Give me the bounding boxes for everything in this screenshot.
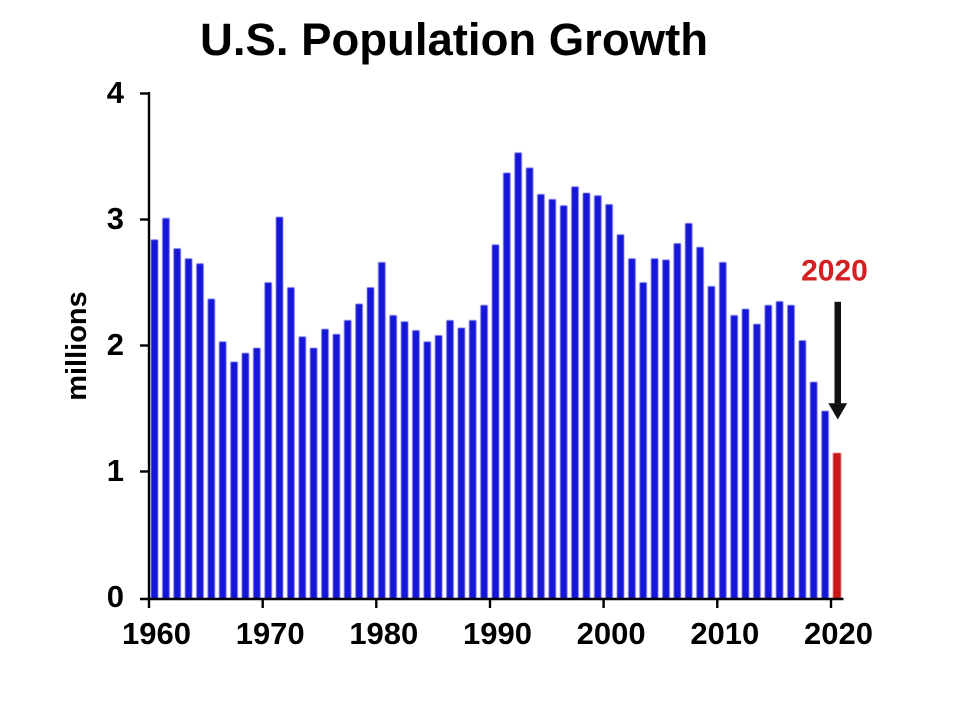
- svg-text:1960: 1960: [122, 616, 191, 651]
- svg-text:1: 1: [107, 453, 124, 488]
- svg-text:1970: 1970: [236, 616, 305, 651]
- svg-text:2010: 2010: [690, 616, 759, 651]
- svg-text:millions: millions: [61, 291, 93, 401]
- svg-text:2020: 2020: [801, 255, 868, 288]
- svg-text:2: 2: [107, 327, 124, 362]
- svg-text:1990: 1990: [463, 616, 532, 651]
- svg-text:2000: 2000: [577, 616, 646, 651]
- svg-text:4: 4: [107, 75, 125, 110]
- svg-text:1980: 1980: [349, 616, 418, 651]
- svg-text:0: 0: [107, 579, 124, 614]
- svg-text:U.S. Population Growth: U.S. Population Growth: [200, 14, 708, 65]
- svg-text:2020: 2020: [804, 616, 873, 651]
- svg-text:3: 3: [107, 201, 124, 236]
